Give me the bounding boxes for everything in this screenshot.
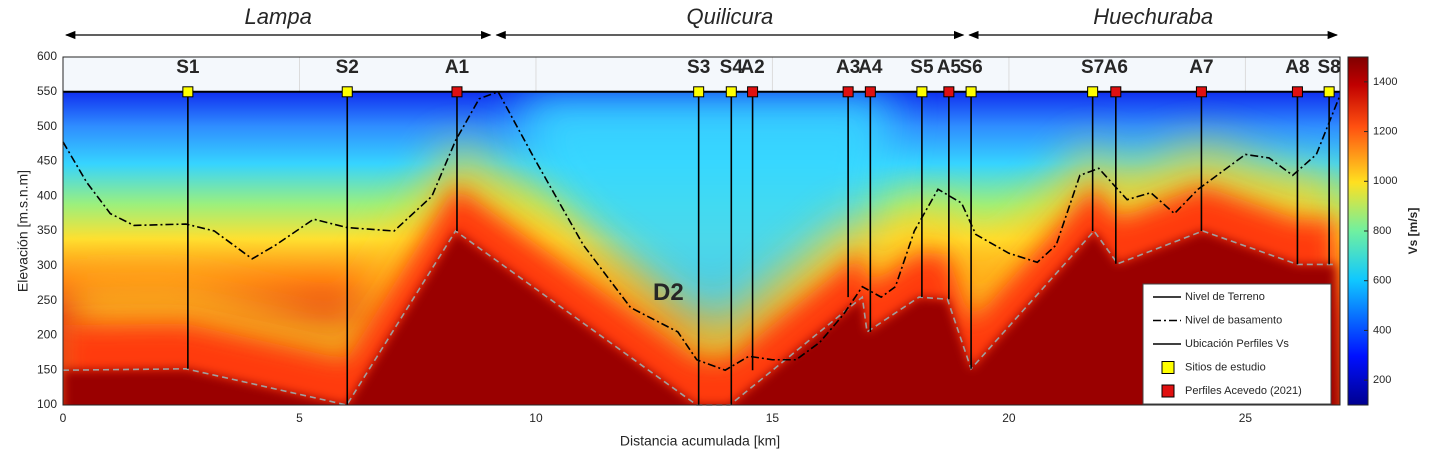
annotation: D2: [653, 279, 684, 306]
region-label: Lampa: [245, 4, 312, 29]
site-label: S5: [910, 57, 934, 78]
site-marker: [341, 86, 353, 98]
field-bedrock: [63, 231, 1339, 406]
x-tick-label: 15: [766, 411, 780, 425]
interface-line: [62, 229, 1336, 406]
colorbar-tick-label: 1000: [1373, 175, 1397, 187]
site-marker: [451, 86, 463, 98]
y-tick-label: 250: [37, 293, 57, 307]
y-tick-label: 400: [37, 188, 57, 202]
site-label: A6: [1104, 57, 1128, 78]
site-marker: [747, 86, 759, 98]
x-tick-label: 20: [1002, 411, 1016, 425]
y-tick-label: 600: [37, 49, 57, 63]
y-tick-label: 150: [37, 362, 57, 376]
site-marker: [842, 86, 854, 98]
region-label: Quilicura: [686, 4, 773, 29]
site-marker: [1087, 86, 1099, 98]
y-tick-label: 350: [37, 223, 57, 237]
site-label: S1: [176, 57, 200, 78]
colorbar-tick-label: 1200: [1373, 125, 1397, 137]
velocity-field: [63, 91, 1340, 406]
site-label: S6: [959, 57, 982, 78]
site-marker: [1110, 86, 1122, 98]
site-label: S3: [687, 57, 710, 78]
x-tick-label: 5: [296, 411, 303, 425]
colorbar-tick-label: 600: [1373, 275, 1391, 287]
region-label: Huechuraba: [1093, 4, 1213, 29]
x-axis-label: Distancia acumulada [km]: [620, 433, 780, 449]
site-marker: [965, 86, 977, 98]
colorbar-tick-label: 400: [1373, 324, 1391, 336]
y-tick-label: 550: [37, 84, 57, 98]
legend-label: Nivel de basamento: [1185, 314, 1282, 326]
site-label: A3: [836, 57, 860, 78]
site-label: S7: [1081, 57, 1104, 78]
colorbar-tick-label: 200: [1373, 374, 1391, 386]
site-label: A5: [937, 57, 962, 78]
legend-swatch: [1161, 361, 1175, 374]
x-tick-label: 0: [60, 411, 67, 425]
legend-label: Sitios de estudio: [1185, 361, 1266, 373]
site-marker: [916, 86, 928, 98]
x-tick-label: 25: [1239, 411, 1253, 425]
colorbar-tick-label: 1400: [1373, 76, 1397, 88]
y-tick-label: 200: [37, 328, 57, 342]
site-label: A1: [445, 57, 470, 78]
site-label: S8: [1317, 57, 1340, 78]
site-label: A8: [1285, 57, 1309, 78]
plot-frame: [62, 56, 1341, 406]
site-label: A2: [740, 57, 764, 78]
y-tick-label: 100: [37, 397, 57, 411]
y-tick-label: 450: [37, 154, 57, 168]
site-marker: [1195, 86, 1207, 98]
y-axis-label: Elevación [m.s.n.m]: [15, 170, 31, 292]
site-label: S4: [720, 57, 744, 78]
site-marker: [1291, 86, 1303, 98]
legend-label: Perfiles Acevedo (2021): [1185, 385, 1302, 397]
site-marker: [693, 86, 705, 98]
legend-label: Nivel de Terreno: [1185, 291, 1265, 303]
y-tick-label: 300: [37, 258, 57, 272]
x-tick-label: 10: [529, 411, 543, 425]
site-marker: [725, 86, 737, 98]
site-marker: [943, 86, 955, 98]
colorbar-tick-label: 800: [1373, 225, 1391, 237]
y-tick-label: 500: [37, 119, 57, 133]
colorbar-label: Vs [m/s]: [1406, 208, 1420, 255]
legend-swatch: [1161, 384, 1175, 398]
site-label: A7: [1189, 57, 1213, 78]
site-marker: [864, 86, 876, 98]
legend-label: Ubicación Perfiles Vs: [1185, 338, 1289, 350]
site-label: S2: [336, 57, 359, 78]
site-marker: [1323, 86, 1335, 98]
site-marker: [182, 86, 194, 98]
site-label: A4: [858, 57, 883, 78]
